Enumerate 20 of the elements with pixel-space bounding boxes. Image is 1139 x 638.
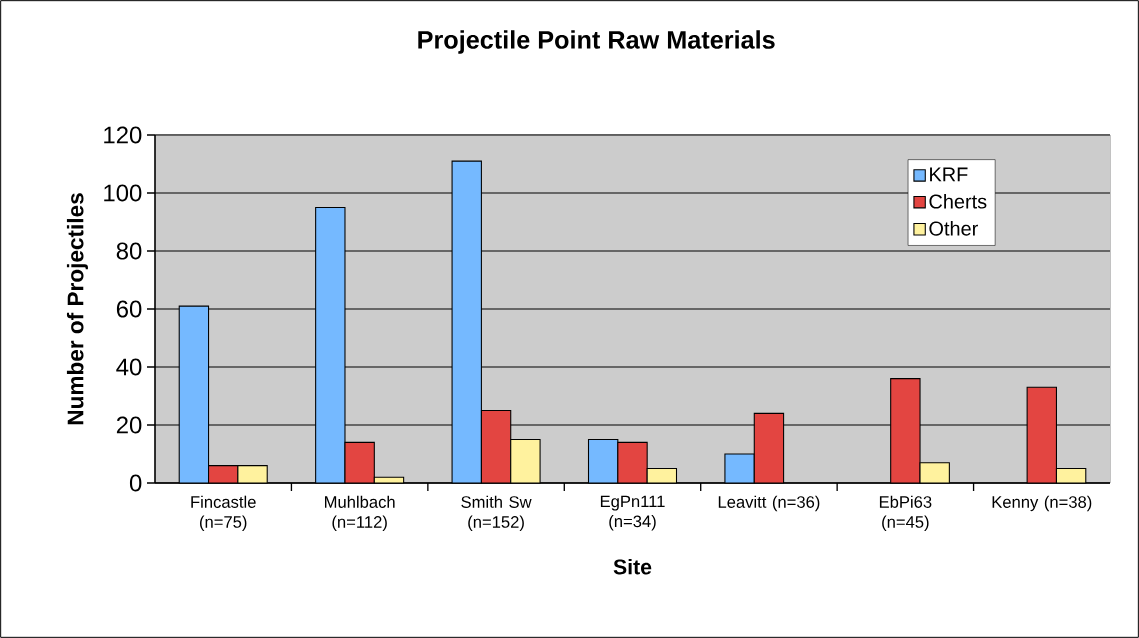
y-axis-title: Number of Projectiles [66,193,88,425]
x-tick-label: Fincastle (n=75) [191,495,256,532]
chart-title: Projectile Point Raw Materials [418,30,775,54]
x-tick-label: Kenny (n=38) [992,495,1092,512]
x-tick-label: EbPi63 (n=45) [879,495,932,532]
y-tick-label: 80 [116,242,142,260]
x-tick-label: Smith Sw (n=152) [461,495,532,532]
y-tick-label: 100 [104,184,142,202]
y-tick-label: 120 [104,126,142,144]
y-tick-label: 20 [116,416,142,434]
y-tick-label: 0 [129,474,142,492]
legend-label: Cherts [929,193,987,209]
x-tick-label: Leavitt (n=36) [718,495,820,512]
x-tick-label: EgPn111 (n=34) [600,495,665,531]
legend-label: Other [929,221,978,236]
y-tick-label: 60 [116,300,142,318]
x-axis-title: Site [613,558,652,575]
legend-label: KRF [930,167,968,182]
y-tick-label: 40 [116,358,142,376]
x-tick-label: Muhlbach (n=112) [325,495,395,532]
